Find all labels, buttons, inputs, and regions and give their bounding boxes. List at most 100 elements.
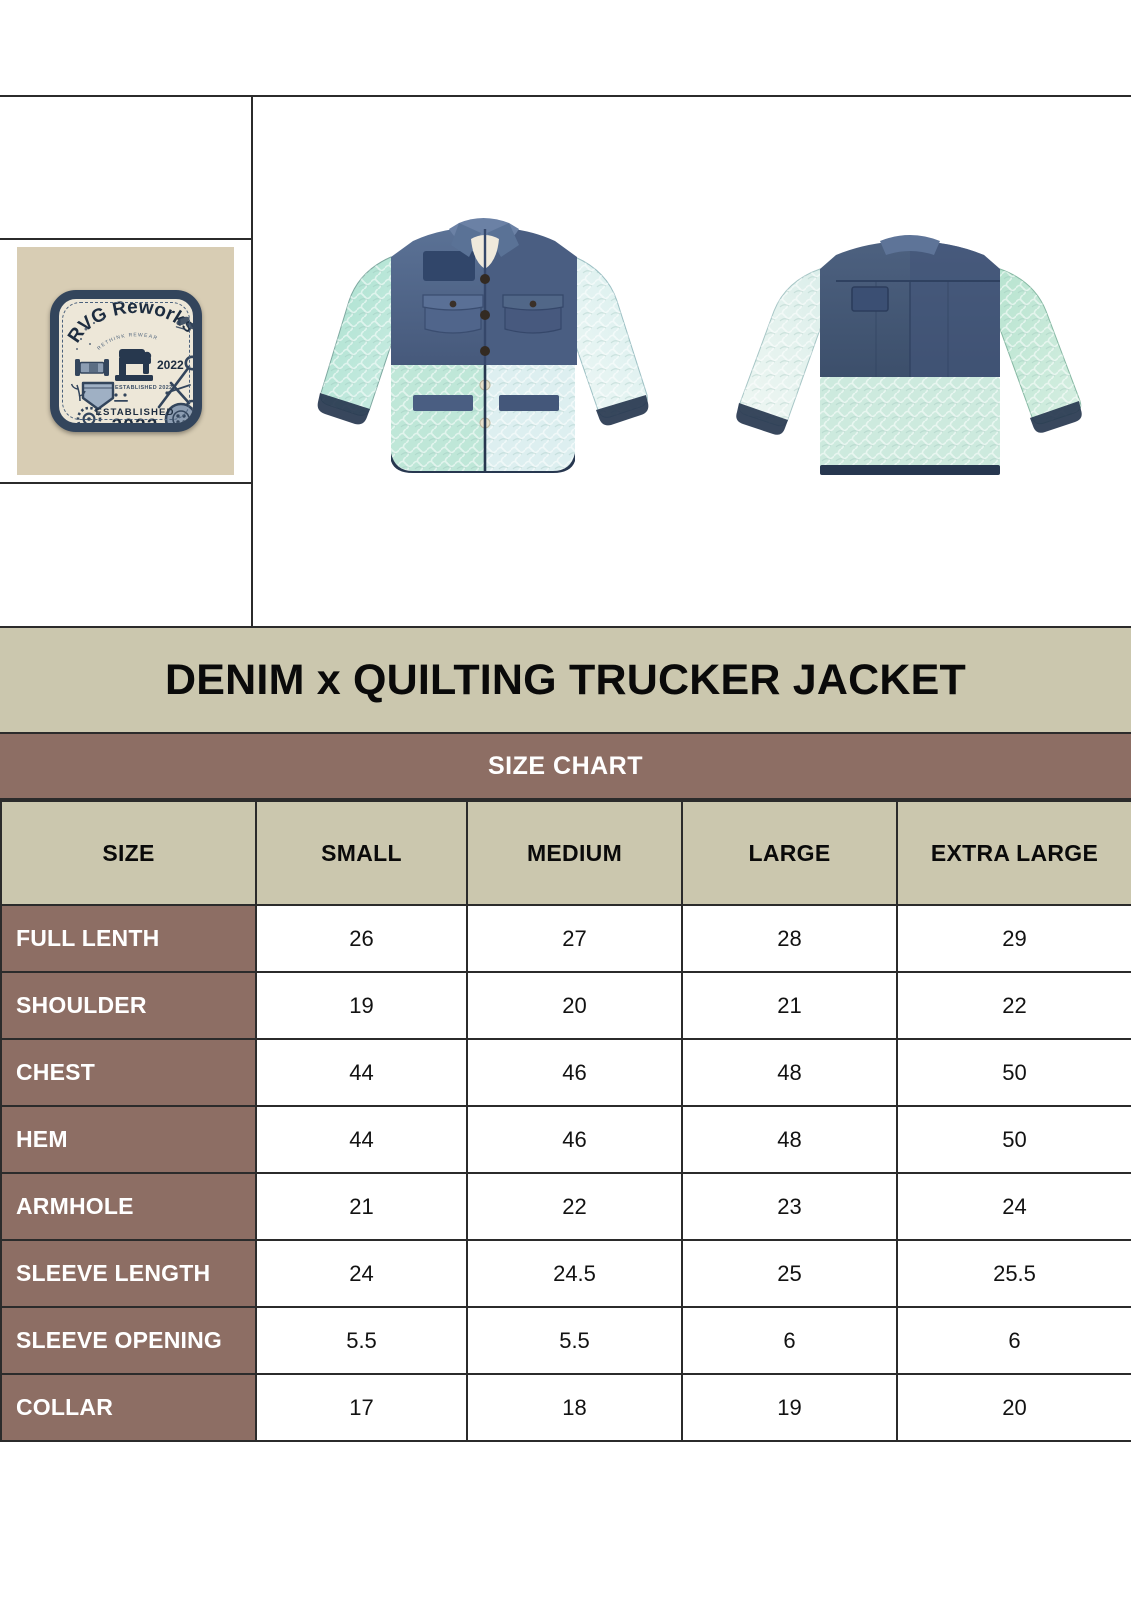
svg-text:RETHINK REWEAR: RETHINK REWEAR [96,332,158,351]
cell-armhole-small: 21 [255,1172,468,1241]
cell-shoulder-small: 19 [255,971,468,1040]
cell-sleeve-opening-extra-large: 6 [896,1306,1131,1375]
table-header: SIZE SMALL MEDIUM LARGE EXTRA LARGE [0,800,1131,906]
brand-column: RVG Reworks RETHINK REWEAR [0,97,253,626]
year-badge-icon: 2022 [157,358,184,372]
product-photo-cell [253,97,1131,626]
header-row: SIZE SMALL MEDIUM LARGE EXTRA LARGE [0,800,1131,906]
row-label-hem: HEM [0,1105,257,1174]
patch-artwork-icon: RVG Reworks RETHINK REWEAR [64,299,193,432]
cell-sleeve-opening-medium: 5.5 [466,1306,683,1375]
leaf-sprig-icon [70,383,86,402]
cell-shoulder-large: 21 [681,971,898,1040]
button-1 [480,274,490,284]
column-header-small: SMALL [255,800,468,906]
cell-full-lenth-medium: 27 [466,904,683,973]
blank-cell-bottom [0,484,251,626]
size-chart-heading: SIZE CHART [488,751,643,780]
column-header-size: SIZE [0,800,257,906]
button-3 [480,346,490,356]
back-hem-binding [820,465,1000,475]
cell-full-lenth-extra-large: 29 [896,904,1131,973]
cell-collar-extra-large: 20 [896,1373,1131,1442]
row-label-collar: COLLAR [0,1373,257,1442]
back-denim-patch [851,286,889,312]
size-chart-table: SIZE SMALL MEDIUM LARGE EXTRA LARGE FULL… [0,800,1131,1442]
svg-text:ESTABLISHED 2022: ESTABLISHED 2022 [115,385,173,391]
established-year-icon: 2022 [111,416,158,432]
size-chart-band: SIZE CHART [0,734,1131,800]
denim-pocket-icon [81,381,114,411]
table-row: CHEST 44 46 48 50 [0,1038,1131,1107]
cell-shoulder-medium: 20 [466,971,683,1040]
welt-pocket-left [413,395,473,411]
cell-sleeve-opening-small: 5.5 [255,1306,468,1375]
cell-sleeve-length-small: 24 [255,1239,468,1308]
shoulder-patch [423,251,475,281]
cell-sleeve-length-extra-large: 25.5 [896,1239,1131,1308]
table-row: HEM 44 46 48 50 [0,1105,1131,1174]
cell-hem-medium: 46 [466,1105,683,1174]
table-row: COLLAR 17 18 19 20 [0,1373,1131,1442]
jacket-back-view [736,235,1082,475]
table-row: ARMHOLE 21 22 23 24 [0,1172,1131,1241]
cell-full-lenth-small: 26 [255,904,468,973]
cell-armhole-extra-large: 24 [896,1172,1131,1241]
cell-chest-large: 48 [681,1038,898,1107]
cell-sleeve-length-medium: 24.5 [466,1239,683,1308]
cell-armhole-large: 23 [681,1172,898,1241]
cell-collar-large: 19 [681,1373,898,1442]
row-label-sleeve-opening: SLEEVE OPENING [0,1306,257,1375]
rvg-reworks-patch-icon: RVG Reworks RETHINK REWEAR [49,290,202,432]
cell-chest-medium: 46 [466,1038,683,1107]
row-label-sleeve-length: SLEEVE LENGTH [0,1239,257,1308]
welt-pocket-right [499,395,559,411]
left-cuff-trim [317,393,370,425]
established-label-icon: ESTABLISHED [95,407,174,418]
product-title-band: DENIM x QUILTING TRUCKER JACKET [0,628,1131,734]
cell-chest-extra-large: 50 [896,1038,1131,1107]
cell-collar-small: 17 [255,1373,468,1442]
thread-spool-icon [74,359,109,376]
button-icon [164,402,193,423]
hem-binding [391,453,575,473]
cell-hem-extra-large: 50 [896,1105,1131,1174]
button-2 [480,310,490,320]
cell-full-lenth-large: 28 [681,904,898,973]
row-label-shoulder: SHOULDER [0,971,257,1040]
row-label-full-lenth: FULL LENTH [0,904,257,973]
brand-logo-cell: RVG Reworks RETHINK REWEAR [0,240,251,484]
row-label-armhole: ARMHOLE [0,1172,257,1241]
cell-hem-large: 48 [681,1105,898,1174]
chest-pocket-left [422,294,484,334]
leaf-sprig-icon [175,316,193,331]
jacket-front-view [317,218,649,473]
cell-shoulder-extra-large: 22 [896,971,1131,1040]
back-right-cuff [1030,401,1082,433]
table-row: FULL LENTH 26 27 28 29 [0,904,1131,973]
table-row: SHOULDER 19 20 21 22 [0,971,1131,1040]
bobbin-icon [76,406,101,423]
blank-cell-top [0,97,251,240]
cell-chest-small: 44 [255,1038,468,1107]
product-media-block: RVG Reworks RETHINK REWEAR [0,95,1131,628]
table-row: SLEEVE LENGTH 24 24.5 25 25.5 [0,1239,1131,1308]
column-header-extra-large: EXTRA LARGE [896,800,1131,906]
column-header-medium: MEDIUM [466,800,683,906]
cell-sleeve-opening-large: 6 [681,1306,898,1375]
page-title: DENIM x QUILTING TRUCKER JACKET [165,655,966,704]
sewing-machine-icon [114,349,153,381]
chest-pocket-right [502,294,564,334]
back-collar [880,235,940,255]
right-cuff-trim [596,395,649,426]
row-label-chest: CHEST [0,1038,257,1107]
cell-collar-medium: 18 [466,1373,683,1442]
cell-sleeve-length-large: 25 [681,1239,898,1308]
table-body: FULL LENTH 26 27 28 29 SHOULDER 19 20 21… [0,904,1131,1442]
cell-hem-small: 44 [255,1105,468,1174]
needle-icon [164,384,191,395]
column-header-large: LARGE [681,800,898,906]
back-left-cuff [736,403,788,435]
table-row: SLEEVE OPENING 5.5 5.5 6 6 [0,1306,1131,1375]
